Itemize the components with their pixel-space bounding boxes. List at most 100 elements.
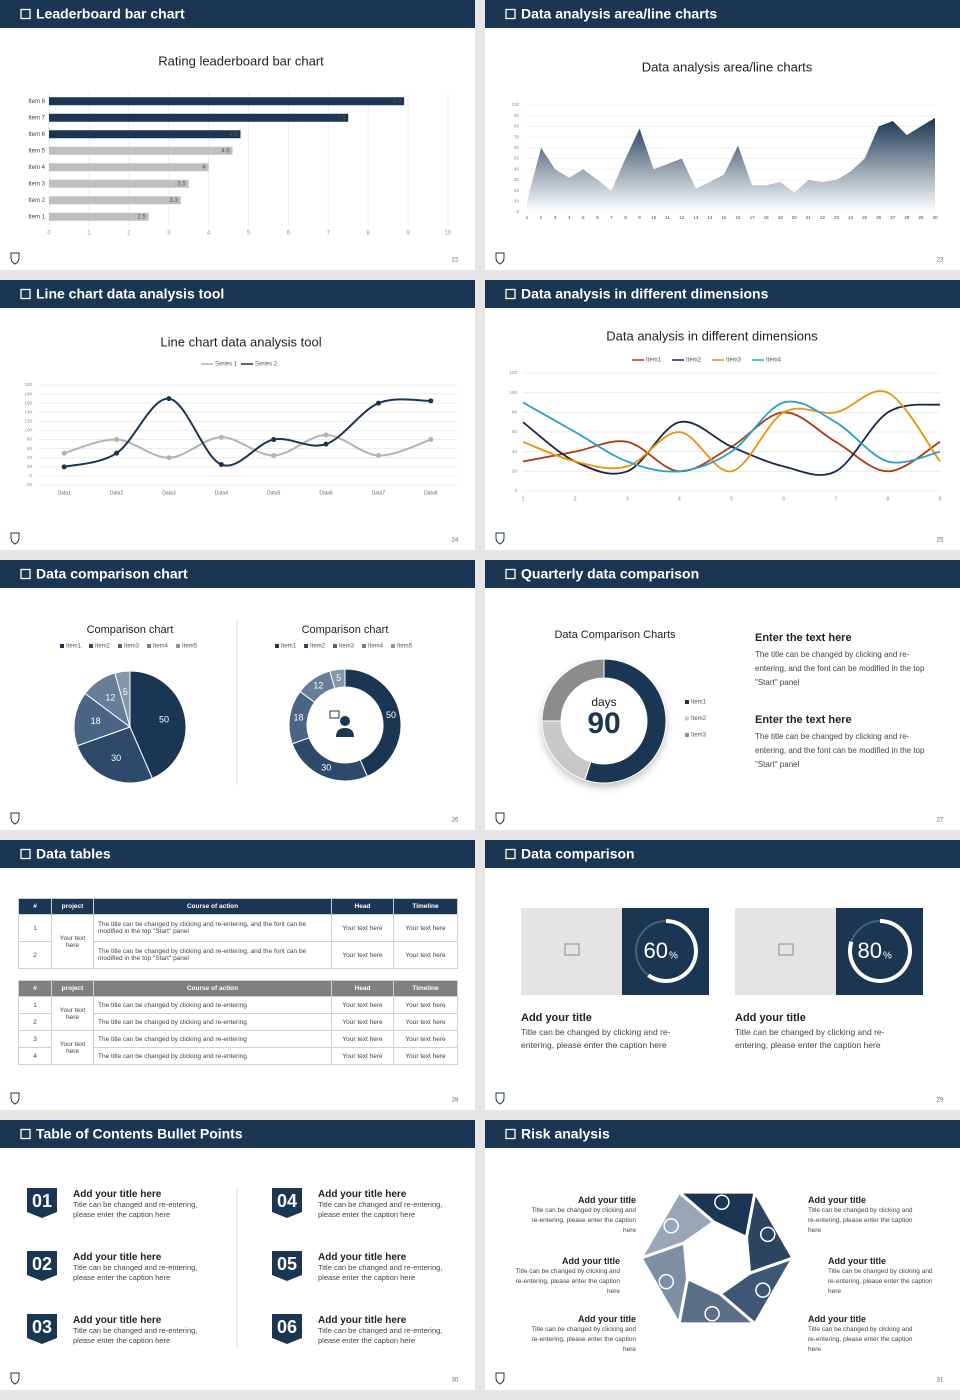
risk-title: Add your title xyxy=(578,1195,636,1205)
bar xyxy=(49,212,149,221)
marker xyxy=(166,455,172,461)
x-tick-label: 17 xyxy=(750,215,756,220)
table-cell: Your text here xyxy=(393,1013,458,1031)
legend-label: Item3 xyxy=(339,644,355,650)
header-icon xyxy=(20,1128,31,1140)
y-tick-label: Item 4 xyxy=(28,165,45,171)
table-cell: 2 xyxy=(18,1013,52,1031)
table-cell: The title can be changed by clicking and… xyxy=(93,996,332,1014)
y-tick-label: 20 xyxy=(27,464,33,469)
item-title: Add your title here xyxy=(318,1252,407,1263)
legend-label: Item2 xyxy=(310,644,326,650)
y-tick-label: 140 xyxy=(24,409,32,414)
slide-header xyxy=(485,280,960,308)
y-tick-label: Item 1 xyxy=(28,214,45,220)
item-body: Title can be changed and re-entering, pl… xyxy=(73,1200,198,1219)
table-cell: Your text here xyxy=(393,996,458,1014)
marker xyxy=(114,437,120,443)
risk-body: Title can be changed by clicking and re-… xyxy=(828,1268,933,1295)
table-cell: Your text here xyxy=(331,1013,394,1031)
legend-swatch xyxy=(333,644,337,648)
legend-swatch xyxy=(176,644,180,648)
chart-title: Comparison chart xyxy=(302,624,389,636)
slide-header xyxy=(0,0,475,28)
y-tick-label: 40 xyxy=(27,455,33,460)
legend-swatch xyxy=(304,644,308,648)
marker xyxy=(61,464,67,470)
data-table: # project Course of action Head Timeline 1 You… xyxy=(18,898,458,969)
risk-body: Title can be changed by clicking and re-… xyxy=(531,1207,636,1234)
number-badge xyxy=(272,1188,302,1218)
x-tick-label: 2 xyxy=(127,231,131,237)
risk-icon xyxy=(755,1282,771,1298)
x-tick-label: 1 xyxy=(522,496,525,502)
slice xyxy=(76,726,153,784)
marker xyxy=(61,450,67,456)
x-tick-label: 3 xyxy=(167,231,171,237)
legend-swatch xyxy=(60,644,64,648)
page-number: 31 xyxy=(937,1378,944,1384)
header-icon xyxy=(20,8,31,20)
table-cell: The title can be changed by clicking and… xyxy=(93,941,332,969)
x-tick-label: 20 xyxy=(792,215,798,220)
slice xyxy=(73,692,132,747)
legend-label: Item1 xyxy=(66,644,82,650)
slide-title: Leaderboard bar chart xyxy=(36,6,185,22)
table-cell: 4 xyxy=(18,1047,52,1065)
percent-value: 60 xyxy=(644,938,668,963)
legend-label: Item2 xyxy=(686,358,702,364)
table-cell: Your text here xyxy=(393,941,458,969)
y-tick-label: 0 xyxy=(514,488,517,493)
x-tick-label: 6 xyxy=(287,231,291,237)
table-cell: The title can be changed by clicking and… xyxy=(93,1047,332,1065)
card-title: Add your title xyxy=(521,1012,592,1024)
x-tick-label: Data1 xyxy=(58,490,72,496)
slide-title: Line chart data analysis tool xyxy=(36,286,224,302)
percent-unit: % xyxy=(669,951,678,962)
page-number: 27 xyxy=(937,818,944,824)
item-body: Title can be changed and re-entering, pl… xyxy=(318,1263,443,1282)
x-tick-label: 3 xyxy=(554,215,557,220)
item-number: 04 xyxy=(277,1191,297,1211)
slide-background xyxy=(485,1120,960,1390)
header-icon xyxy=(505,8,516,20)
header-icon xyxy=(20,568,31,580)
y-tick-label: 60 xyxy=(27,446,33,451)
y-tick-label: 20 xyxy=(514,188,520,193)
legend-label: Item2 xyxy=(691,716,707,722)
marker xyxy=(271,437,277,443)
y-tick-label: 70 xyxy=(514,134,520,139)
x-tick-label: 9 xyxy=(406,231,410,237)
number-badge xyxy=(27,1188,57,1218)
chart-title: Line chart data analysis tool xyxy=(160,334,321,349)
x-tick-label: 4 xyxy=(568,215,571,220)
legend-swatch xyxy=(685,733,689,737)
data-label: 4.6 xyxy=(221,148,230,154)
y-tick-label: 40 xyxy=(512,449,518,454)
line xyxy=(522,403,941,476)
table-header-cell: Timeline xyxy=(393,898,458,915)
risk-title: Add your title xyxy=(828,1256,886,1266)
slide-header xyxy=(485,0,960,28)
table-header-cell: Timeline xyxy=(393,980,458,997)
item-title: Add your title here xyxy=(73,1315,162,1326)
x-tick-label: 8 xyxy=(367,231,371,237)
legend-swatch xyxy=(685,700,689,704)
y-tick-label: Item 6 xyxy=(28,132,45,138)
table-cell: The title can be changed by clicking and… xyxy=(93,914,332,942)
marker xyxy=(323,432,329,438)
block-heading: Enter the text here xyxy=(755,632,852,644)
table-cell: The title can be changed by clicking and… xyxy=(93,1030,332,1048)
bar xyxy=(49,163,209,172)
slide-title: Data tables xyxy=(36,846,111,862)
x-tick-label: 11 xyxy=(665,215,670,220)
y-tick-label: 100 xyxy=(509,390,517,395)
number-badge xyxy=(272,1314,302,1344)
x-tick-label: Data7 xyxy=(372,490,386,496)
legend-label: Item3 xyxy=(726,358,742,364)
x-tick-label: 6 xyxy=(596,215,599,220)
table-header-cell: project xyxy=(51,980,94,997)
table-cell: Your text here xyxy=(51,1030,94,1065)
x-tick-label: 24 xyxy=(848,215,854,220)
